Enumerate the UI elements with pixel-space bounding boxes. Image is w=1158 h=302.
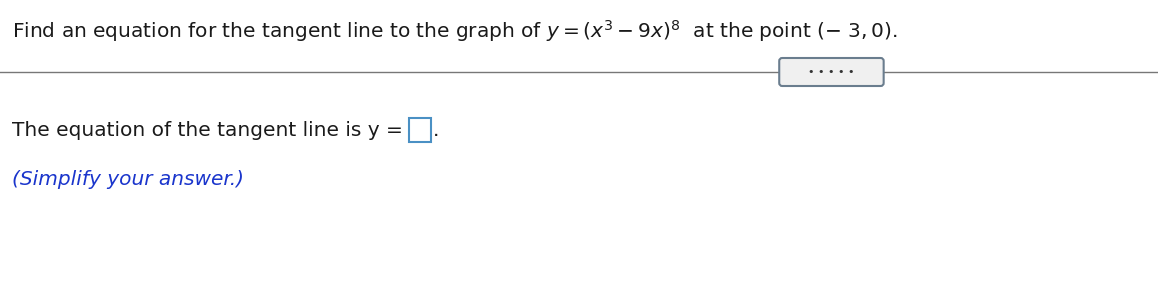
Text: .: . <box>433 120 440 140</box>
Text: The equation of the tangent line is y =: The equation of the tangent line is y = <box>12 120 409 140</box>
FancyBboxPatch shape <box>409 118 431 142</box>
Text: Find an equation for the tangent line to the graph of $y = (x^3 - 9x)^8$  at the: Find an equation for the tangent line to… <box>12 18 897 44</box>
FancyBboxPatch shape <box>779 58 884 86</box>
Text: (Simplify your answer.): (Simplify your answer.) <box>12 170 244 189</box>
Text: • • • • •: • • • • • <box>808 67 855 77</box>
